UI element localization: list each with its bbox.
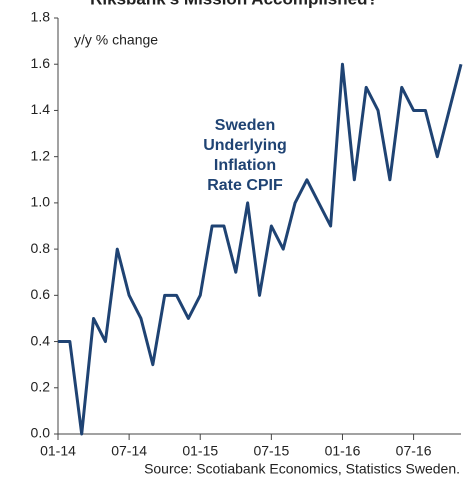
source: Source: Scotiabank Economics, Statistics…	[144, 461, 460, 477]
y-tick-label: 0.4	[31, 332, 51, 348]
y-tick-label: 1.4	[31, 101, 51, 117]
x-tick-label: 07-16	[396, 443, 432, 459]
y-tick-label: 1.0	[31, 194, 51, 210]
x-tick-label: 01-14	[40, 443, 76, 459]
x-tick-label: 07-14	[111, 443, 147, 459]
y-tick-label: 0.6	[31, 286, 51, 302]
data-line	[58, 62, 463, 436]
annotation: Inflation	[214, 157, 276, 174]
y-axis-label: y/y % change	[74, 32, 158, 48]
annotation: Underlying	[203, 137, 287, 154]
annotation: Rate CPIF	[207, 177, 283, 194]
y-tick-label: 1.8	[31, 9, 51, 25]
annotation: Sweden	[215, 117, 275, 134]
y-tick-label: 0.8	[31, 240, 51, 256]
x-tick-label: 07-15	[253, 443, 289, 459]
chart-title: Riksbank's Mission Accomplished?	[90, 0, 378, 8]
y-tick-label: 1.2	[31, 147, 51, 163]
x-tick-label: 01-16	[325, 443, 361, 459]
y-tick-label: 0.0	[31, 425, 51, 441]
y-tick-label: 1.6	[31, 55, 51, 71]
y-tick-label: 0.2	[31, 378, 51, 394]
x-tick-label: 01-15	[182, 443, 218, 459]
